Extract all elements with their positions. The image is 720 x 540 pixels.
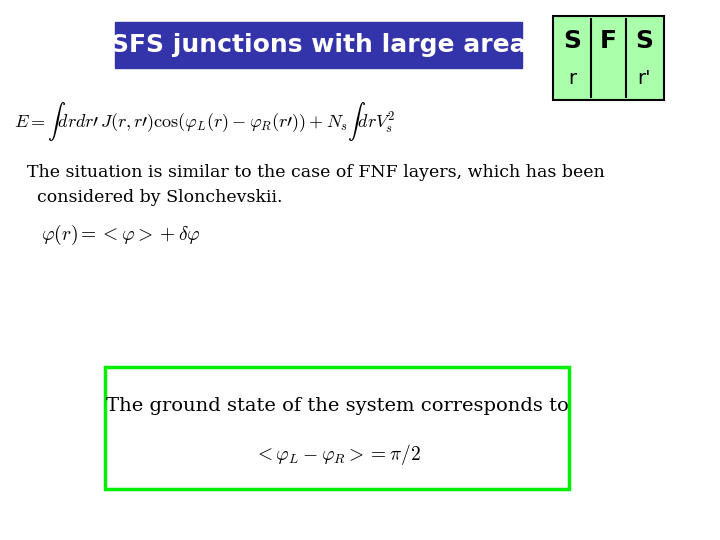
Text: F: F [600, 29, 617, 53]
Text: r': r' [637, 70, 651, 89]
Text: $E = \int drdr\prime\, J(r,r\prime)\cos(\varphi_L(r)-\varphi_R(r\prime))+N_s\int: $E = \int drdr\prime\, J(r,r\prime)\cos(… [14, 100, 395, 143]
Text: The situation is similar to the case of FNF layers, which has been: The situation is similar to the case of … [27, 164, 605, 181]
Text: $<\varphi_L - \varphi_R> = \pi/2$: $<\varphi_L - \varphi_R> = \pi/2$ [254, 442, 420, 467]
Text: S: S [635, 29, 653, 53]
Text: The ground state of the system corresponds to: The ground state of the system correspon… [106, 397, 569, 415]
Text: r: r [569, 70, 577, 89]
Text: SFS junctions with large area: SFS junctions with large area [111, 32, 526, 57]
FancyBboxPatch shape [115, 22, 522, 68]
Text: $\varphi(r) = <\varphi> + \delta\varphi$: $\varphi(r) = <\varphi> + \delta\varphi$ [40, 223, 200, 247]
Text: considered by Slonchevskii.: considered by Slonchevskii. [37, 188, 283, 206]
FancyBboxPatch shape [105, 367, 570, 489]
Text: S: S [564, 29, 582, 53]
FancyBboxPatch shape [552, 16, 665, 100]
